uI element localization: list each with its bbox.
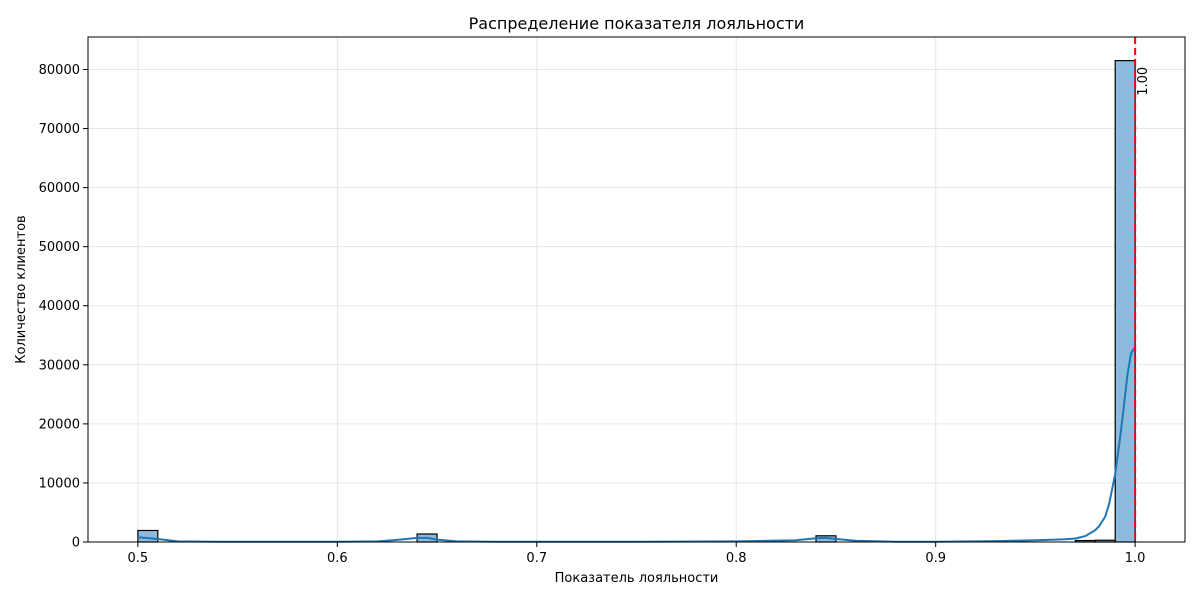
plot-frame [87,36,1186,543]
y-tick-label: 70000 [39,122,80,137]
x-tick-label: 0.8 [726,551,747,566]
kde-curve [137,346,1136,543]
chart-title: Распределение показателя лояльности [469,14,805,33]
reference-line: 1.00 [1134,37,1151,542]
y-tick-label: 20000 [39,417,80,432]
y-axis-ticks: 0 10000 20000 30000 40000 50000 60000 70000 8000… [39,63,88,551]
y-tick-label: 50000 [39,240,80,255]
y-tick-label: 10000 [39,476,80,491]
histogram-bars [137,60,1136,543]
x-tick-label: 0.6 [327,551,348,566]
x-tick-label: 0.7 [526,551,547,566]
y-tick-label: 0 [72,536,80,551]
y-tick-label: 60000 [39,181,80,196]
kde-line [137,346,1136,543]
y-tick-label: 40000 [39,299,80,314]
grid [88,37,1185,543]
y-axis-label: Количество клиентов [14,215,29,363]
x-tick-label: 1.0 [1125,551,1146,566]
x-tick-label: 0.5 [128,551,149,566]
x-axis-ticks: 0.5 0.6 0.7 0.8 0.9 1.0 [128,542,1146,566]
histogram-bar [1114,60,1136,543]
vline-label: 1.00 [1136,67,1151,96]
histogram-bar [137,529,159,543]
y-tick-label: 30000 [39,358,80,373]
y-tick-label: 80000 [39,63,80,78]
x-tick-label: 0.9 [925,551,946,566]
x-axis-label: Показатель лояльности [555,571,719,586]
